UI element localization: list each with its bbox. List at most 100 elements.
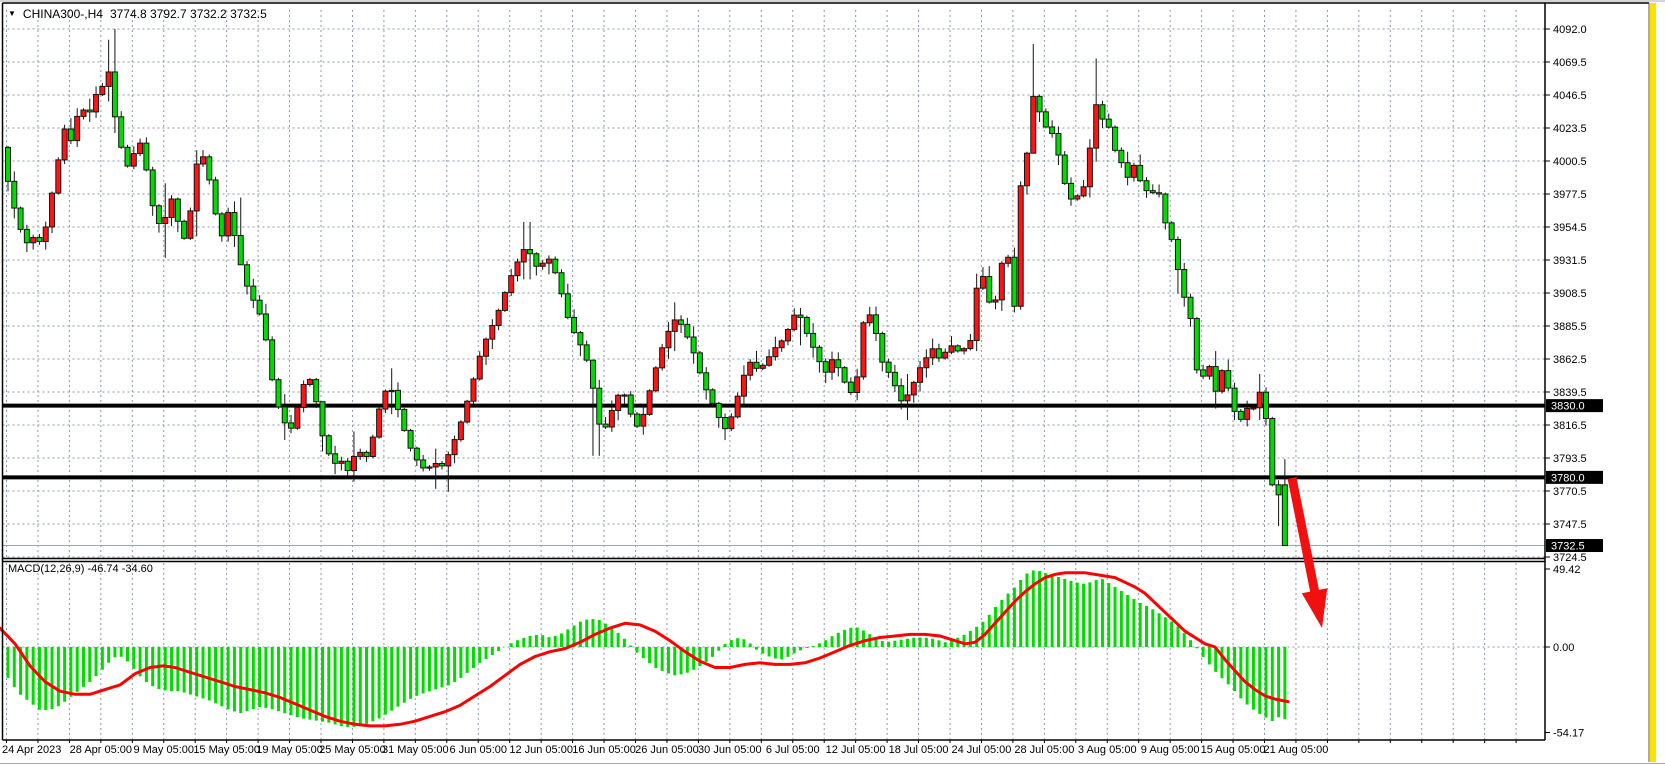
candle-body [589,359,596,389]
candle-body [313,379,320,403]
candle-body [130,153,137,167]
candle-body [439,462,446,467]
candle-body [1250,407,1257,410]
candle-body [357,451,364,457]
candle-body [627,394,634,415]
candle-body [269,339,276,381]
price-tag-label: 3732.5 [1551,541,1585,553]
candle-body [1124,162,1131,178]
date-tick-label: 3 Aug 05:00 [1078,744,1137,756]
candle-body [86,109,93,113]
price-scale[interactable]: 4092.0 4069.5 4046.5 4023.5 4000.5 3977.5 3954… [1545,24,1603,739]
candle-body [17,207,24,230]
macd-tick-label: 49.42 [1553,564,1581,576]
candle-body [1074,195,1081,200]
candle-body [659,347,666,369]
candle-body [1149,190,1156,194]
candle-body [1200,369,1207,377]
candle-body [1168,222,1175,240]
price-tick-label: 3977.5 [1553,189,1587,201]
candle-body [608,410,615,428]
candle-body [451,439,458,456]
price-tick-label: 4023.5 [1553,123,1587,135]
candle-body [187,210,194,239]
candle-body [281,406,288,424]
candle-body [722,417,729,430]
candle-body [42,226,49,243]
candle-body [338,460,345,464]
candle-body [30,237,37,244]
candle-body [231,211,238,237]
candle-body [1281,484,1288,547]
candle-body [1218,370,1225,392]
date-tick-label: 15 Aug 05:00 [1201,744,1266,756]
candle-body [1263,391,1269,420]
candle-body [105,71,112,87]
date-tick-label: 28 Jul 05:00 [1014,744,1074,756]
candle-body [539,262,546,267]
candle-body [891,371,898,387]
candle-body [684,323,691,338]
candle-body [596,387,603,425]
candle-body [678,319,685,325]
time-scale[interactable]: 24 Apr 2023 28 Apr 05:00 9 May 05:00 15 May… [2,740,1517,756]
candle-body [1036,95,1043,113]
candle-body [344,460,351,472]
candle-body [527,249,534,255]
candle-body [1162,193,1169,224]
candle-body [942,351,949,359]
candle-body [137,142,144,155]
candle-body [49,192,56,228]
candle-body [256,299,263,315]
macd-tick-label: 0.00 [1553,642,1574,654]
candle-body [1030,95,1037,154]
candle-body [1181,269,1188,298]
trend-arrow-annotation[interactable] [1287,477,1328,628]
candle-body [470,378,477,402]
macd-indicator-label: MACD(12,26,9) -46.74 -34.60 [8,563,153,575]
candle-body [860,322,867,378]
candle-body [36,237,43,243]
candle-body [917,367,924,383]
candle-body [1269,418,1276,486]
candle-body [564,293,571,318]
candle-body [11,180,18,209]
macd-tick-label: -54.17 [1553,727,1584,739]
candle-body [1118,149,1125,164]
candle-body [571,316,578,334]
candle-body [5,146,11,182]
candle-body [111,71,118,118]
candle-body [1174,238,1181,271]
date-tick-label: 6 Jun 05:00 [450,744,508,756]
candle-body [212,179,219,215]
candle-body [1042,111,1049,128]
price-tag-label: 3780.0 [1551,472,1585,484]
candle-body [1086,147,1093,188]
candle-body [250,285,257,301]
candle-body [910,381,917,396]
symbol-dropdown-icon[interactable]: ▼ [8,9,16,18]
candle-body [583,344,590,361]
price-tick-label: 3770.5 [1553,486,1587,498]
candle-body [552,258,559,274]
candle-body [1055,132,1062,156]
candle-body [1187,296,1194,320]
candle-body [816,346,823,363]
candle-body [350,455,357,472]
date-tick-label: 24 Jul 05:00 [951,744,1011,756]
candle-body [847,381,854,394]
candle-body [1068,182,1075,200]
candle-body [866,314,873,324]
candle-body [1212,366,1219,392]
candle-body [401,408,408,431]
candle-body [1099,104,1106,120]
candle-body [149,169,156,207]
candle-body [577,332,584,346]
date-tick-label: 15 May 05:00 [193,744,260,756]
candle-body [206,156,213,181]
candle-body [363,451,370,457]
candle-body [476,355,483,380]
candle-body [740,374,747,397]
candle-body [1023,152,1030,187]
